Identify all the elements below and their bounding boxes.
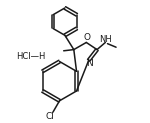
Text: Cl: Cl — [46, 112, 54, 121]
Text: O: O — [84, 33, 91, 42]
Text: HCl—H: HCl—H — [16, 52, 46, 61]
Text: NH: NH — [100, 35, 112, 44]
Text: N: N — [86, 59, 93, 68]
